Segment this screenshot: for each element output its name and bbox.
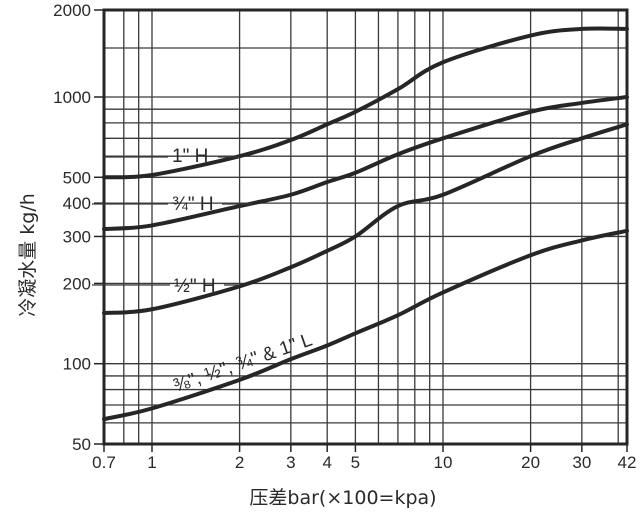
curve-series-3 [102,122,629,315]
curve-series-1 [102,26,629,180]
curve-label-1-2in-h: ½" H [92,276,240,297]
x-tick-label: 20 [521,453,540,472]
curve-label-3-4in-h: ¾" H [92,194,252,215]
y-tick-label: 300 [63,227,91,246]
x-tick-label: 10 [434,453,453,472]
x-tick-label: 1 [147,453,156,472]
label-3-4in-h: ¾" H [172,194,214,215]
x-tick-label: 4 [322,453,331,472]
y-axis-ticks: 50 100 200 300 400 500 1000 2000 [53,1,104,454]
label-1-2in-h: ½" H [174,276,216,297]
x-tick-label: 0.7 [92,453,116,472]
capacity-curves [102,26,629,422]
x-axis-title: 压差bar(×100=kpa) [249,487,436,509]
vertical-gridlines [123,10,619,444]
y-tick-label: 200 [63,274,91,293]
y-tick-label: 1000 [53,88,91,107]
y-axis-title: 冷凝水量 kg/h [17,193,39,317]
x-axis-ticks: 0.7 1 2 3 4 5 10 20 30 42 [92,444,636,472]
label-1in-h: 1" H [172,146,208,167]
curve-series-4 [102,228,629,422]
y-tick-label: 50 [72,435,91,454]
x-tick-label: 42 [618,453,637,472]
plot-frame [102,8,629,446]
horizontal-gridlines [104,47,627,424]
y-tick-label: 100 [63,355,91,374]
x-tick-label: 3 [286,453,295,472]
y-tick-label: 2000 [53,1,91,20]
curve-series-2 [102,95,629,231]
x-tick-label: 2 [235,453,244,472]
y-tick-label: 500 [63,168,91,187]
curve-label-1in-h: 1" H [104,146,240,167]
x-tick-label: 30 [572,453,591,472]
y-tick-label: 400 [63,194,91,213]
x-tick-label: 5 [351,453,360,472]
